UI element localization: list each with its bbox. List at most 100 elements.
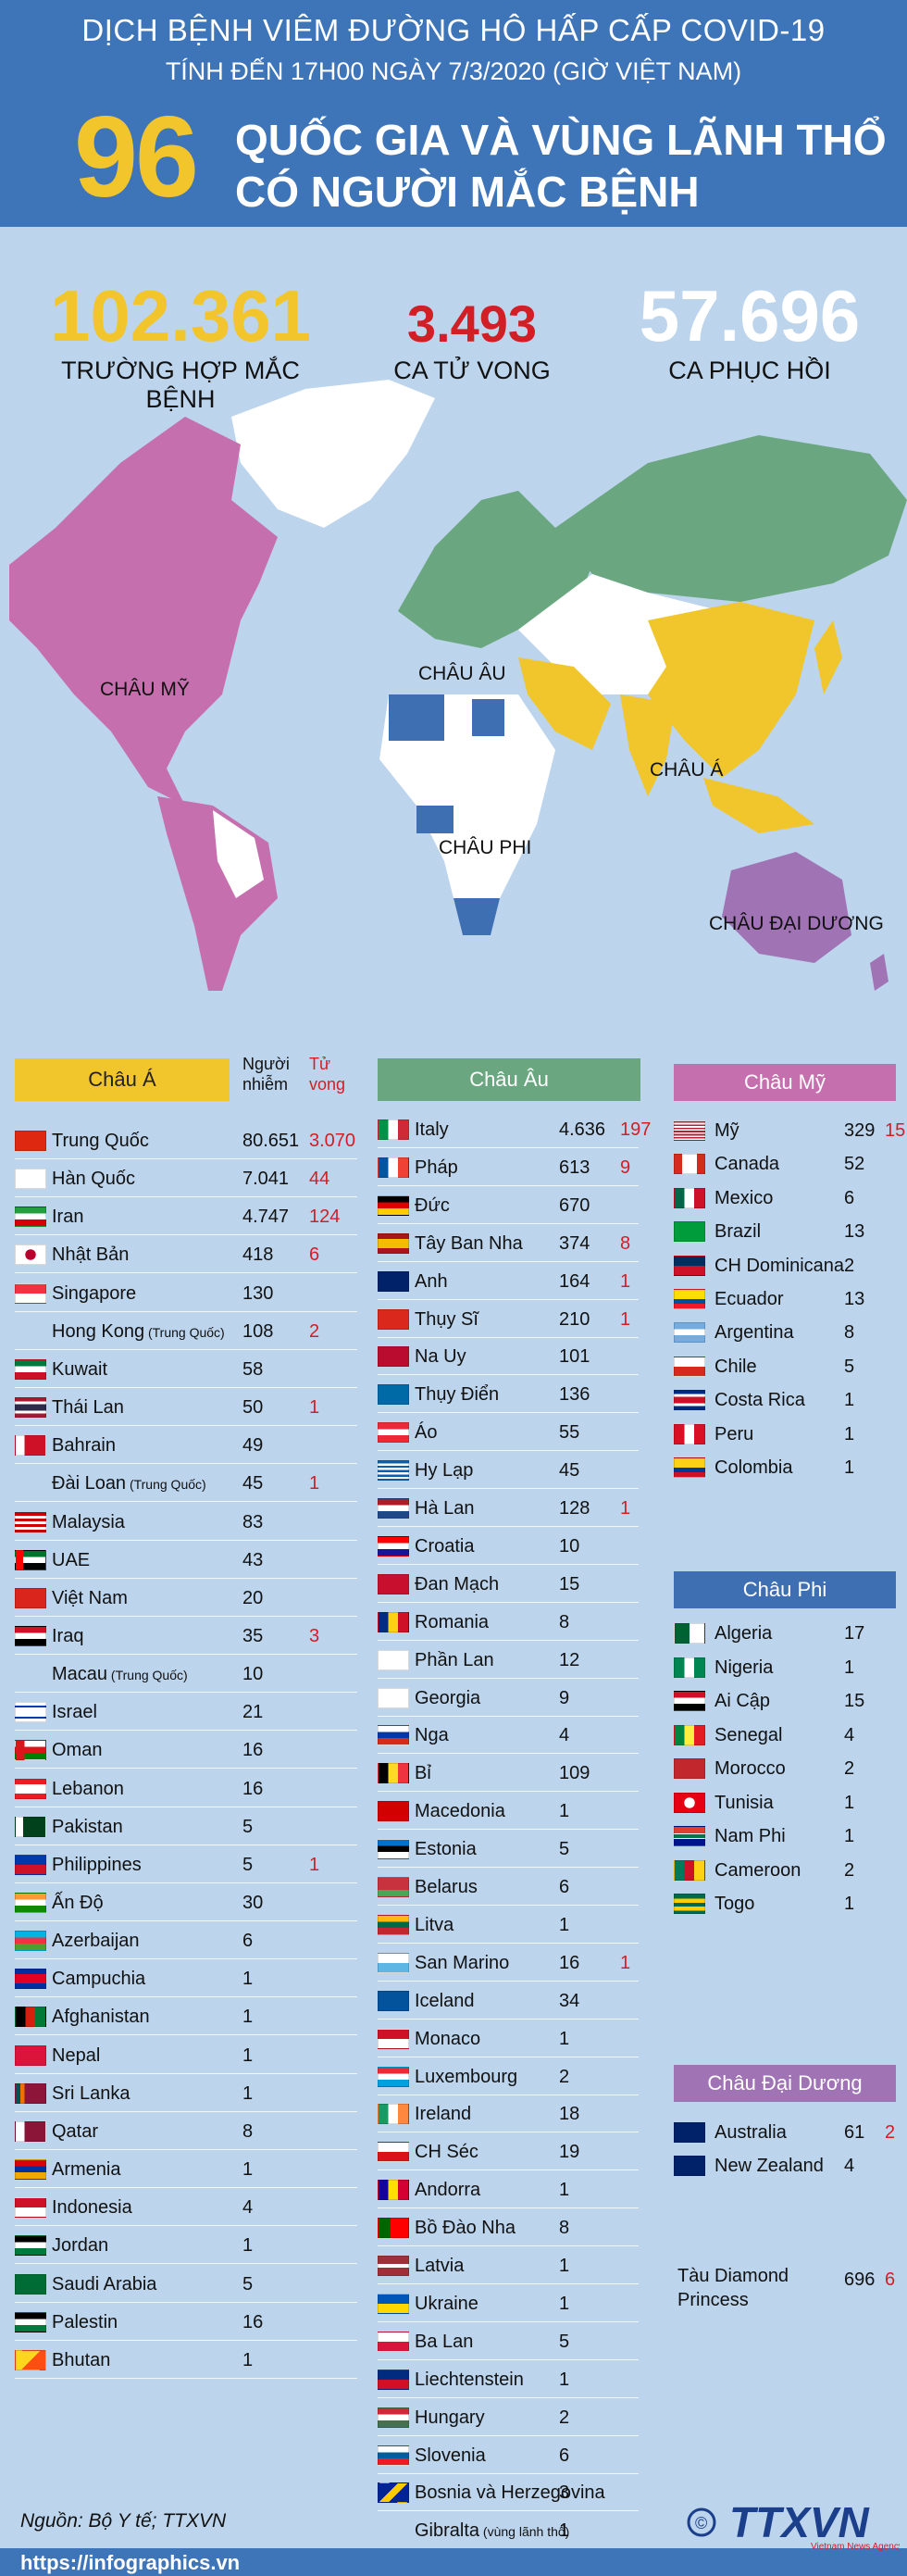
country-name: Afghanistan xyxy=(52,2007,150,2028)
table-row: Campuchia 1 xyxy=(0,1963,907,1995)
cases-value: 6 xyxy=(242,1931,254,1952)
cases-value: 30 xyxy=(242,1893,264,1913)
row-separator xyxy=(15,1425,357,1427)
country-note: (vùng lãnh thổ) xyxy=(479,2524,570,2540)
cases-value: 1 xyxy=(242,2159,254,2181)
cases-value: 1 xyxy=(559,2028,570,2049)
logo-subtext: Vietnam News Agency xyxy=(811,2542,900,2552)
map-label-europe: CHÂU ÂU xyxy=(418,663,506,684)
nigeria-flag xyxy=(674,1657,705,1678)
morocco-flag xyxy=(674,1758,705,1779)
country-note: (Trung Quốc) xyxy=(107,1668,188,1683)
stat-deaths-label: CA TỬ VONG xyxy=(393,356,551,384)
table-row: Iceland 34 xyxy=(0,1985,907,2017)
switzerland-flag xyxy=(378,1308,409,1330)
country-name: Thái Lan xyxy=(52,1397,124,1419)
table-row: Hà Lan 128 1 xyxy=(0,1493,907,1524)
bosnia-flag xyxy=(378,2482,409,2504)
country-name: Senegal xyxy=(714,1724,783,1745)
afghanistan-flag xyxy=(15,2007,46,2028)
cases-value: 15 xyxy=(844,1691,865,1711)
row-separator xyxy=(378,2434,639,2436)
new-zealand-region xyxy=(870,954,888,991)
table-row: Peru 1 xyxy=(0,1419,907,1450)
country-name: Đức xyxy=(415,1194,450,1216)
table-row: Bỉ 109 xyxy=(0,1757,907,1789)
country-name: Litva xyxy=(415,1914,454,1935)
south-america-white xyxy=(213,810,264,898)
table-row: Tunisia 1 xyxy=(0,1787,907,1819)
australia-flag xyxy=(674,2122,705,2143)
row-separator xyxy=(15,1920,357,1921)
belgium-flag xyxy=(378,1763,409,1784)
cases-value: 18 xyxy=(559,2104,580,2125)
table-row: Argentina 8 xyxy=(0,1317,907,1348)
country-name: Ukraine xyxy=(415,2293,478,2314)
sri-lanka-flag xyxy=(15,2082,46,2104)
row-separator xyxy=(15,1615,357,1617)
cases-value: 1 xyxy=(844,1423,855,1444)
table-row: Phần Lan 12 xyxy=(0,1644,907,1676)
netherlands-flag xyxy=(378,1498,409,1519)
row-separator xyxy=(378,1450,639,1452)
cases-value: 1 xyxy=(559,2293,570,2314)
cameroon-flag xyxy=(674,1859,705,1881)
tunisia-flag xyxy=(674,1792,705,1813)
footer-url[interactable]: https://infographics.vn xyxy=(20,2551,241,2574)
table-row: Bhutan 1 xyxy=(0,2345,907,2376)
country-name: Nam Phi xyxy=(714,1826,786,1846)
country-name: Canada xyxy=(714,1154,780,1175)
china-flag xyxy=(15,1131,46,1151)
cases-value: 50 xyxy=(242,1397,264,1419)
cases-value: 613 xyxy=(559,1157,590,1178)
country-name: Indonesia xyxy=(52,2197,132,2219)
table-row: Đan Mạch 15 xyxy=(0,1569,907,1600)
country-name: Algeria xyxy=(714,1623,773,1644)
vietnam-flag xyxy=(15,1587,46,1608)
country-name: Thụy Điển xyxy=(415,1384,500,1406)
south-korea-flag xyxy=(15,1169,46,1190)
row-separator xyxy=(378,1412,639,1414)
kuwait-flag xyxy=(15,1358,46,1380)
row-separator xyxy=(378,1715,639,1717)
table-row: Macedonia 1 xyxy=(0,1795,907,1827)
country-name: Pháp xyxy=(415,1157,458,1178)
india-flag xyxy=(15,1893,46,1913)
table-row: Đài Loan (Trung Quốc) 45 1 xyxy=(0,1468,907,1499)
deaths-value: 2 xyxy=(885,2122,896,2143)
country-name: Armenia xyxy=(52,2159,121,2181)
cases-value: 58 xyxy=(242,1358,264,1380)
cases-value: 15 xyxy=(559,1573,580,1594)
cases-value: 1 xyxy=(242,2349,254,2370)
table-row: Bosnia và Herzegovina 3 xyxy=(0,2477,907,2508)
table-row: Bahrain 49 xyxy=(0,1430,907,1461)
country-name: Pakistan xyxy=(52,1816,123,1837)
row-separator xyxy=(378,1639,639,1641)
north-america-region xyxy=(9,417,278,806)
country-name: Iceland xyxy=(415,1990,475,2011)
table-row: Litva 1 xyxy=(0,1909,907,1941)
country-name: Italy xyxy=(415,1119,449,1140)
row-separator xyxy=(15,2072,357,2074)
country-name: Peru xyxy=(714,1423,754,1444)
table-row: Afghanistan 1 xyxy=(0,2001,907,2032)
table-row: Georgia 9 xyxy=(0,1682,907,1714)
cases-value: 8 xyxy=(844,1322,855,1344)
cases-value: 210 xyxy=(559,1308,590,1330)
cases-value: 45 xyxy=(242,1473,264,1494)
row-separator xyxy=(378,1260,639,1262)
table-row: Romania 8 xyxy=(0,1607,907,1638)
table-row: Togo 1 xyxy=(0,1888,907,1919)
table-row: Latvia 1 xyxy=(0,2250,907,2282)
costa-rica-flag xyxy=(674,1390,705,1411)
row-separator xyxy=(378,2358,639,2360)
row-separator xyxy=(378,1563,639,1565)
country-name: Georgia xyxy=(415,1687,481,1708)
col-deaths-head: Tử vong xyxy=(309,1055,346,1094)
cases-value: 1 xyxy=(844,1826,855,1846)
table-row: Andorra 1 xyxy=(0,2174,907,2206)
header-banner: DỊCH BỆNH VIÊM ĐƯỜNG HÔ HẤP CẤP COVID-19… xyxy=(0,0,907,227)
colombia-flag xyxy=(674,1457,705,1478)
row-separator xyxy=(15,2110,357,2112)
dominican-flag xyxy=(674,1255,705,1276)
